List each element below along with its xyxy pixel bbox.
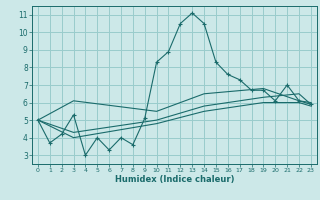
X-axis label: Humidex (Indice chaleur): Humidex (Indice chaleur) [115, 175, 234, 184]
